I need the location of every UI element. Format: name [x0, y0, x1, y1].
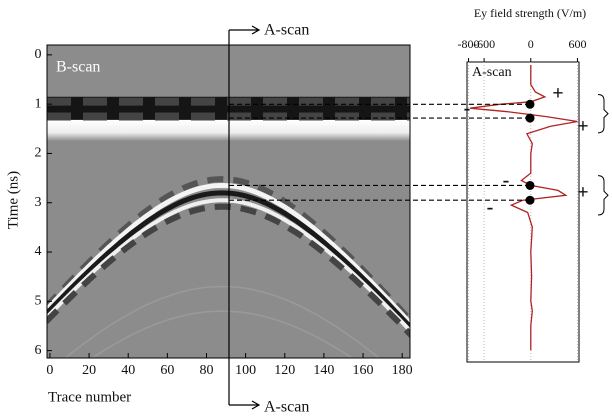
a-scan-frame [466, 61, 580, 363]
bracket [597, 175, 609, 216]
x-tick-label: 180 [392, 363, 413, 378]
sign: + [577, 116, 588, 138]
b-scan-image [47, 45, 410, 358]
bracket [597, 93, 609, 134]
sign: + [577, 182, 588, 204]
x-tick-label: 40 [121, 363, 135, 378]
time-marker [525, 113, 535, 123]
y-axis-label: Time (ns) [5, 171, 21, 229]
a-scan-label: A-scan [472, 65, 512, 80]
y-tick-label: 3 [35, 195, 42, 210]
y-tick-label: 6 [35, 343, 42, 358]
hyperbola [64, 285, 381, 358]
x-tick-label: 160 [353, 363, 374, 378]
x-tick-label: 60 [160, 363, 174, 378]
a-scan-title: Ey field strength (V/m) [474, 6, 586, 20]
sign: - [487, 197, 494, 219]
hyperbola [91, 310, 354, 358]
sign: - [503, 170, 510, 192]
time-marker [525, 195, 535, 205]
x-tick-label: 120 [274, 363, 295, 378]
x-tick-label: -800 [458, 37, 480, 51]
x-tick-label: 0 [46, 363, 53, 378]
x-tick-label: 20 [82, 363, 96, 378]
y-tick-label: 1 [35, 96, 42, 111]
trace [470, 65, 578, 351]
x-tick-label: 100 [235, 363, 256, 378]
x-tick-label: 140 [313, 363, 334, 378]
time-marker [525, 99, 535, 109]
x-tick-label: 600 [568, 37, 586, 51]
hyperbola [47, 203, 410, 339]
b-scan-label: B-scan [56, 59, 100, 76]
x-tick-label: 0 [528, 37, 534, 51]
a-scan-arrows [229, 25, 261, 410]
x-tick-label: 80 [199, 363, 213, 378]
y-tick-label: 2 [35, 146, 42, 161]
time-marker [525, 180, 535, 190]
x-axis-label: Trace number [48, 389, 131, 405]
hyperbola [47, 190, 410, 331]
hyperbola [47, 176, 410, 325]
a-scan-top-label: A-scan [264, 22, 309, 39]
y-tick-label: 0 [35, 47, 42, 62]
x-tick-label: -600 [473, 37, 495, 51]
a-scan-bottom-label: A-scan [264, 399, 309, 416]
y-tick-label: 4 [35, 244, 42, 259]
sign: + [552, 83, 563, 105]
y-tick-label: 5 [35, 294, 42, 309]
sign: - [464, 98, 471, 120]
